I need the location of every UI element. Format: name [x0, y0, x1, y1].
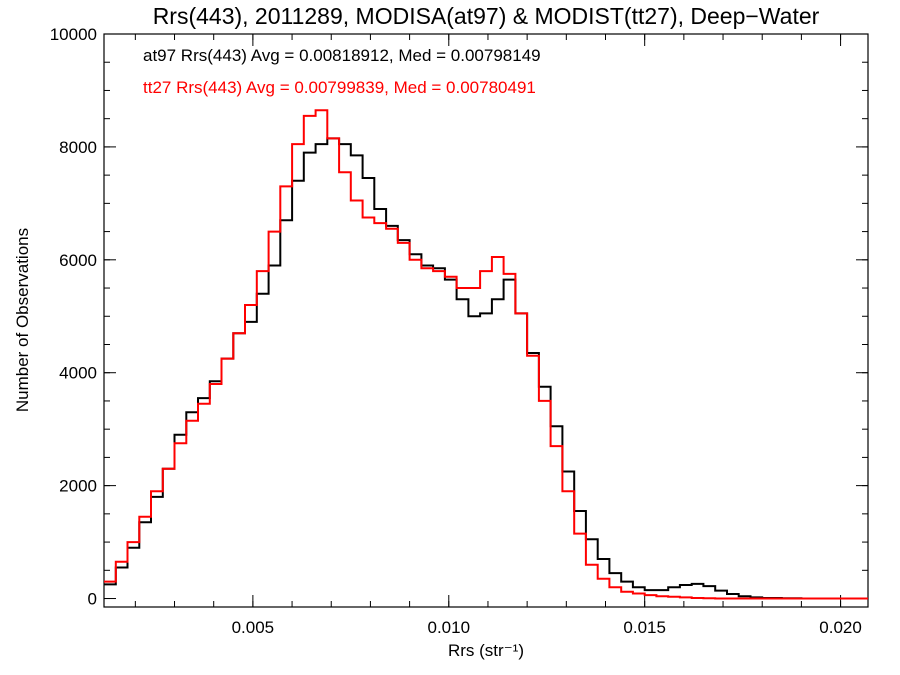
y-tick-label: 4000 — [59, 364, 97, 383]
x-tick-label: 0.015 — [623, 618, 666, 637]
y-tick-label: 2000 — [59, 477, 97, 496]
x-tick-label: 0.020 — [819, 618, 862, 637]
annotation-series-2: tt27 Rrs(443) Avg = 0.00799839, Med = 0.… — [143, 78, 536, 97]
series-line-2 — [104, 109, 868, 600]
x-tick-label: 0.005 — [232, 618, 275, 637]
x-axis-ticks: 0.005 0.010 0.015 0.020 — [134, 34, 862, 637]
series-layer — [104, 109, 868, 600]
plot-frame — [103, 33, 869, 608]
y-axis-ticks: 0 2000 4000 6000 8000 10000 — [50, 25, 868, 609]
x-tick-label: 0.010 — [428, 618, 471, 637]
x-axis-label: Rrs (str⁻¹) — [448, 641, 524, 660]
y-tick-label: 10000 — [50, 25, 97, 44]
series-line-1 — [104, 137, 868, 600]
chart-title: Rrs(443), 2011289, MODISA(at97) & MODIST… — [153, 3, 820, 29]
y-axis-label: Number of Observations — [13, 228, 32, 412]
y-tick-label: 0 — [88, 590, 97, 609]
annotation-series-1: at97 Rrs(443) Avg = 0.00818912, Med = 0.… — [143, 46, 541, 65]
y-tick-label: 6000 — [59, 251, 97, 270]
y-tick-label: 8000 — [59, 138, 97, 157]
